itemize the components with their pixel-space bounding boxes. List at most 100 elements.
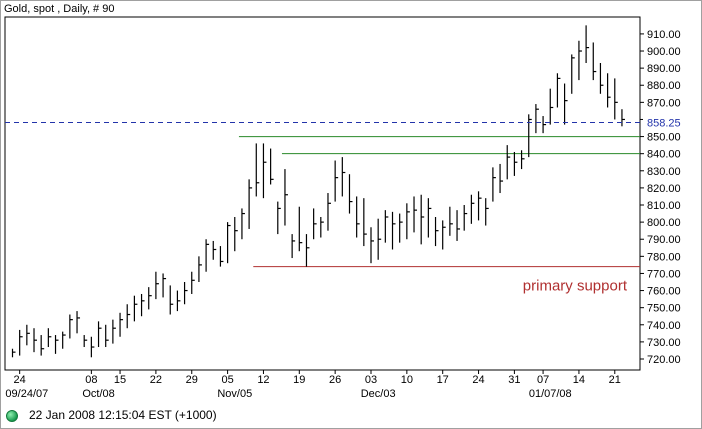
x-month-label: Nov/05 bbox=[217, 388, 252, 400]
price-bar bbox=[241, 208, 245, 240]
y-tick-label: 890.00 bbox=[647, 63, 681, 75]
price-bar bbox=[549, 88, 554, 125]
annotation-lines: primary support bbox=[238, 136, 640, 295]
y-tick-label: 790.00 bbox=[647, 234, 681, 246]
plot-area bbox=[4, 16, 641, 371]
price-bar bbox=[449, 206, 453, 236]
price-bar bbox=[427, 198, 432, 238]
price-bar bbox=[327, 193, 331, 231]
price-bar bbox=[219, 246, 224, 267]
price-bar bbox=[62, 331, 66, 349]
price-bar bbox=[370, 227, 374, 264]
price-bar bbox=[592, 42, 597, 81]
price-bar bbox=[563, 83, 568, 125]
price-bar bbox=[11, 348, 16, 358]
y-tick-label: 720.00 bbox=[647, 354, 681, 366]
price-bar bbox=[614, 78, 618, 120]
y-tick-label: 870.00 bbox=[647, 97, 681, 109]
y-tick-label: 760.00 bbox=[647, 286, 681, 298]
x-tick-label: 03 bbox=[365, 374, 377, 386]
price-bar bbox=[578, 40, 582, 81]
price-bar bbox=[40, 335, 45, 356]
price-bar bbox=[571, 54, 575, 94]
y-tick-label: 840.00 bbox=[647, 149, 681, 161]
price-bar bbox=[499, 163, 504, 194]
price-bar bbox=[585, 25, 590, 63]
price-bar bbox=[406, 203, 410, 240]
y-tick-label: 770.00 bbox=[647, 268, 681, 280]
price-bar bbox=[277, 201, 281, 235]
price-bar bbox=[54, 335, 59, 354]
x-tick-label: 24 bbox=[14, 374, 26, 386]
price-bar bbox=[105, 324, 109, 348]
price-bar bbox=[520, 150, 525, 170]
price-bar bbox=[363, 198, 367, 247]
price-bar bbox=[377, 218, 382, 260]
x-tick-label: 22 bbox=[150, 374, 162, 386]
price-bar bbox=[183, 282, 188, 305]
price-bar bbox=[83, 335, 88, 348]
price-bar bbox=[169, 285, 174, 315]
x-tick-label: 10 bbox=[401, 374, 413, 386]
y-tick-label: 750.00 bbox=[647, 303, 681, 315]
price-bar bbox=[391, 211, 396, 250]
price-bar bbox=[334, 160, 339, 202]
connection-status-icon bbox=[6, 410, 18, 422]
price-bar bbox=[313, 208, 317, 240]
price-bar bbox=[413, 196, 418, 233]
price-bar bbox=[442, 220, 446, 250]
x-tick-label: 21 bbox=[609, 374, 621, 386]
y-tick-label: 820.00 bbox=[647, 183, 681, 195]
price-bar bbox=[212, 240, 217, 260]
y-tick-label: 850.00 bbox=[647, 132, 681, 144]
status-timestamp: 22 Jan 2008 12:15:04 EST (+1000) bbox=[29, 408, 217, 422]
price-chart: Gold, spot , Daily, # 90 primary support… bbox=[4, 3, 689, 400]
price-bar bbox=[176, 290, 181, 312]
price-bar bbox=[140, 293, 145, 317]
y-tick-label: 780.00 bbox=[647, 251, 681, 263]
price-bar bbox=[420, 194, 425, 245]
price-bar bbox=[119, 312, 124, 337]
price-bar bbox=[112, 319, 116, 344]
last-price-box bbox=[643, 115, 689, 130]
y-tick-label: 740.00 bbox=[647, 320, 681, 332]
x-tick-label: 19 bbox=[293, 374, 305, 386]
price-bar bbox=[148, 287, 152, 310]
y-tick-label: 880.00 bbox=[647, 80, 681, 92]
x-month-label: 09/24/07 bbox=[5, 388, 48, 400]
price-bar bbox=[320, 216, 324, 238]
price-bar bbox=[205, 239, 210, 272]
price-bar bbox=[535, 104, 539, 134]
x-tick-label: 14 bbox=[573, 374, 585, 386]
y-axis: 720.00 730.00 740.00 750.00 760.00 770.00 780.… bbox=[640, 29, 681, 366]
price-bar bbox=[162, 273, 167, 298]
price-bar bbox=[97, 321, 102, 348]
y-tick-label: 910.00 bbox=[647, 29, 681, 41]
x-tick-label: 05 bbox=[221, 374, 233, 386]
support-label: primary support bbox=[523, 278, 628, 295]
price-bar bbox=[255, 143, 260, 197]
price-bar bbox=[542, 116, 547, 134]
price-bar bbox=[341, 157, 346, 197]
x-month-label: Oct/08 bbox=[82, 388, 114, 400]
price-bar bbox=[305, 234, 310, 267]
price-bar bbox=[262, 143, 267, 199]
price-bar bbox=[477, 191, 482, 221]
price-bar bbox=[26, 324, 30, 346]
last-price-label: 858.25 bbox=[647, 117, 681, 129]
status-bar: 22 Jan 2008 12:15:04 EST (+1000) bbox=[1, 403, 701, 428]
price-bar bbox=[19, 329, 23, 356]
price-bar bbox=[506, 145, 511, 180]
price-bar bbox=[33, 328, 38, 353]
x-axis: 24 08 15 22 29 05 12 19 26 03 10 17 24 31 07 14 21 09/24/… bbox=[5, 370, 621, 400]
price-bar bbox=[126, 304, 131, 329]
price-bar bbox=[399, 213, 403, 243]
price-bar bbox=[198, 256, 202, 283]
x-tick-label: 15 bbox=[114, 374, 126, 386]
x-month-label: 01/07/08 bbox=[529, 388, 572, 400]
x-tick-label: 29 bbox=[186, 374, 198, 386]
price-bar bbox=[133, 295, 138, 322]
price-bar bbox=[47, 328, 52, 348]
y-tick-label: 810.00 bbox=[647, 200, 681, 212]
price-bar bbox=[492, 167, 496, 202]
